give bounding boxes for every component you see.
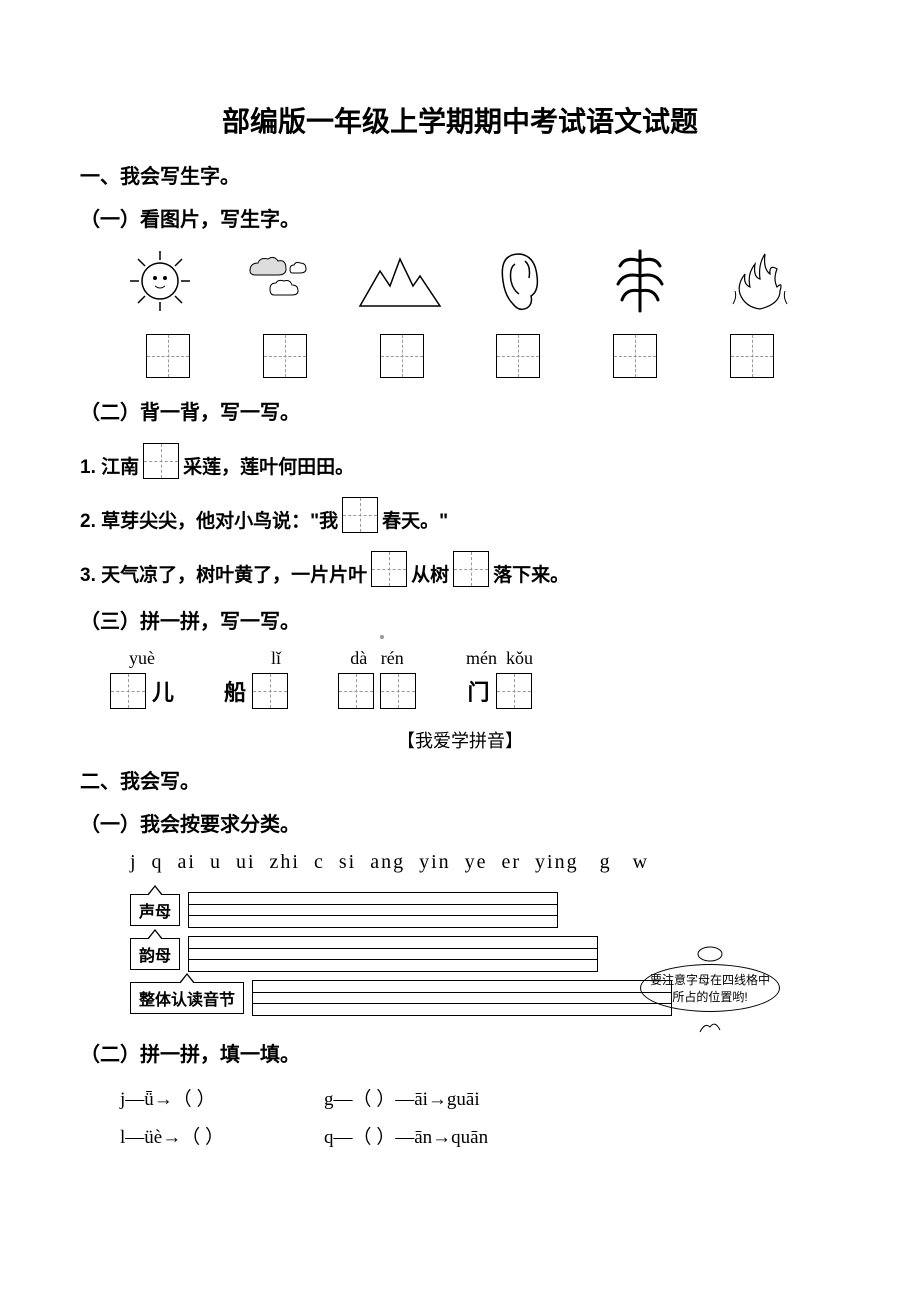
four-line-grid[interactable] (252, 980, 672, 1016)
char-men: 门 (468, 675, 490, 707)
section1-sub1-heading: （一）看图片，写生字。 (80, 203, 840, 232)
combo-right: g—（ ）—āi→guāi q—（ ）—ān→quān (324, 1081, 488, 1157)
sun-icon (115, 246, 205, 316)
combo-line: l—üè→（ ） (120, 1119, 224, 1157)
tian-ge-box[interactable] (338, 673, 374, 709)
label-shengmu: 声母 (130, 894, 180, 926)
tian-ge-box[interactable] (263, 334, 307, 378)
dot-decoration (380, 635, 384, 639)
question-2: 2. 草芽尖尖，他对小鸟说："我 春天。" (80, 497, 840, 533)
char-chuan: 船 (224, 675, 246, 707)
tian-ge-box[interactable] (613, 334, 657, 378)
combo-left: j—ǖ→（ ） l—üè→（ ） (120, 1081, 224, 1157)
grain-icon (595, 246, 685, 316)
tian-ge-box[interactable] (380, 673, 416, 709)
four-line-grid[interactable] (188, 936, 598, 972)
q3-pre: 3. 天气凉了，树叶黄了，一片片叶 (80, 560, 367, 587)
char-er: 儿 (152, 675, 174, 707)
q1-post: 采莲，莲叶何田田。 (183, 452, 354, 479)
hint-bubble: 要注意字母在四线格中所占的位置哟! (640, 944, 780, 1040)
section1-heading: 一、我会写生字。 (80, 160, 840, 189)
pinyin-item-li: lǐ 船 (224, 648, 288, 709)
tian-ge-box[interactable] (252, 673, 288, 709)
banner: 【我爱学拼音】 (80, 727, 840, 753)
pinyin-label: mén kǒu (466, 648, 533, 669)
tian-ge-box[interactable] (143, 443, 179, 479)
section2-heading: 二、我会写。 (80, 765, 840, 794)
label-zhengti: 整体认读音节 (130, 982, 244, 1014)
ear-icon (475, 246, 565, 316)
hint-text: 要注意字母在四线格中所占的位置哟! (640, 964, 780, 1012)
pinyin-label: yuè (129, 648, 155, 669)
pinyin-label: lǐ (271, 648, 281, 669)
images-row (80, 246, 840, 316)
tian-ge-box[interactable] (110, 673, 146, 709)
combo-section: j—ǖ→（ ） l—üè→（ ） g—（ ）—āi→guāi q—（ ）—ān→… (80, 1081, 840, 1157)
pinyin-item-yue: yuè 儿 (110, 648, 174, 709)
q3-mid: 从树 (411, 560, 449, 587)
label-yunmu: 韵母 (130, 938, 180, 970)
section1-sub2-heading: （二）背一背，写一写。 (80, 396, 840, 425)
tian-ge-box[interactable] (342, 497, 378, 533)
question-1: 1. 江南 采莲，莲叶何田田。 (80, 443, 840, 479)
q3-post: 落下来。 (493, 560, 569, 587)
clouds-icon (235, 246, 325, 316)
combo-line: q—（ ）—ān→quān (324, 1119, 488, 1157)
pinyin-letters: j q ai u ui zhi c si ang yin ye er ying … (80, 851, 840, 874)
pinyin-item-menkou: mén kǒu 门 (466, 648, 533, 709)
question-3: 3. 天气凉了，树叶黄了，一片片叶 从树 落下来。 (80, 551, 840, 587)
combo-line: g—（ ）—āi→guāi (324, 1081, 488, 1119)
q2-pre: 2. 草芽尖尖，他对小鸟说："我 (80, 506, 338, 533)
tian-ge-row-1 (80, 334, 840, 378)
pinyin-label: dà rén (350, 648, 403, 669)
pinyin-row: yuè 儿 lǐ 船 dà rén mén kǒu 门 (80, 648, 840, 709)
section2-sub1-heading: （一）我会按要求分类。 (80, 808, 840, 837)
combo-line: j—ǖ→（ ） (120, 1081, 224, 1119)
classify-area: 声母 韵母 整体认读音节 要注意字母在四线格中所占的位置哟! (80, 892, 840, 1016)
tian-ge-box[interactable] (146, 334, 190, 378)
section2-sub2-heading: （二）拼一拼，填一填。 (80, 1038, 840, 1067)
q1-pre: 1. 江南 (80, 452, 139, 479)
classify-row-shengmu: 声母 (80, 892, 840, 928)
four-line-grid[interactable] (188, 892, 558, 928)
tian-ge-box[interactable] (496, 673, 532, 709)
tian-ge-box[interactable] (730, 334, 774, 378)
section1-sub3-heading: （三）拼一拼，写一写。 (80, 605, 840, 634)
tian-ge-box[interactable] (496, 334, 540, 378)
q2-mid: 春天。" (382, 506, 448, 533)
pinyin-item-daren: dà rén (338, 648, 416, 709)
fire-icon (715, 246, 805, 316)
tian-ge-box[interactable] (380, 334, 424, 378)
page-title: 部编版一年级上学期期中考试语文试题 (80, 100, 840, 140)
tian-ge-box[interactable] (453, 551, 489, 587)
tian-ge-box[interactable] (371, 551, 407, 587)
mountain-icon (355, 246, 445, 316)
